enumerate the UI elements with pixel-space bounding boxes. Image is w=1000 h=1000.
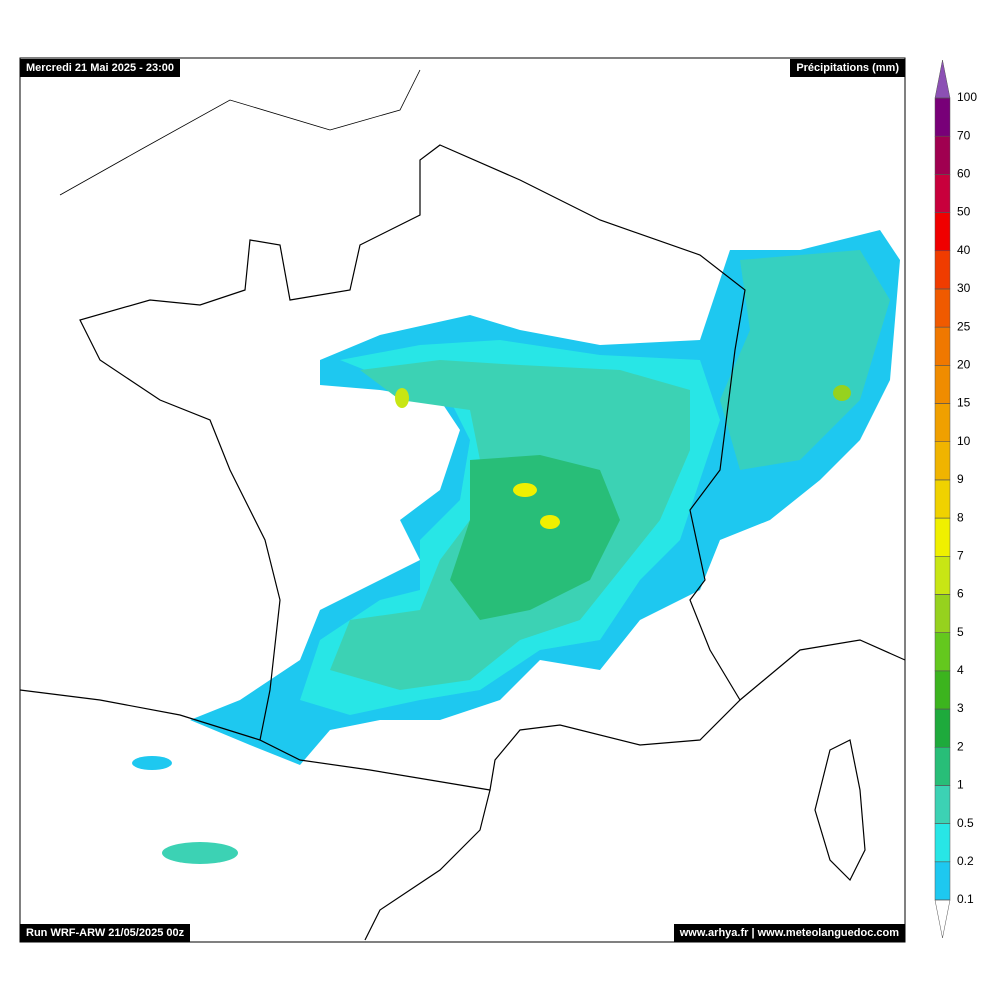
color-step bbox=[934, 365, 951, 404]
france-outline bbox=[79, 144, 746, 791]
italy-coast bbox=[739, 639, 906, 701]
rain-peak bbox=[395, 388, 409, 408]
color-step bbox=[934, 212, 951, 252]
legend-label: 4 bbox=[957, 663, 964, 677]
legend-label: 50 bbox=[957, 205, 971, 219]
color-step bbox=[934, 441, 951, 481]
spain-coast bbox=[19, 689, 261, 741]
date-label: Mercredi 21 Mai 2025 - 23:00 bbox=[20, 59, 180, 77]
corsica bbox=[814, 739, 866, 882]
legend-label: 100 bbox=[957, 90, 977, 104]
color-step bbox=[934, 97, 951, 137]
legend-label: 3 bbox=[957, 701, 964, 715]
color-step bbox=[934, 288, 951, 328]
precipitation bbox=[132, 230, 900, 864]
color-step bbox=[934, 250, 951, 290]
rain-peak bbox=[540, 515, 560, 529]
legend-label: 9 bbox=[957, 472, 964, 486]
legend-label: 20 bbox=[957, 358, 971, 372]
color-step bbox=[934, 746, 951, 786]
legend-label: 40 bbox=[957, 243, 971, 257]
rain-area bbox=[162, 842, 238, 864]
color-step bbox=[934, 594, 951, 633]
legend-label: 2 bbox=[957, 739, 964, 753]
variable-label: Précipitations (mm) bbox=[790, 59, 905, 77]
legend-label: 6 bbox=[957, 587, 964, 601]
coastlines bbox=[19, 69, 906, 941]
legend-label: 25 bbox=[957, 319, 971, 333]
rain-area bbox=[132, 756, 172, 770]
legend-label: 10 bbox=[957, 434, 971, 448]
legend-label: 8 bbox=[957, 510, 964, 524]
legend-label: 30 bbox=[957, 281, 971, 295]
rain-peak bbox=[513, 483, 537, 497]
legend-label: 0.1 bbox=[957, 892, 974, 906]
legend-label: 7 bbox=[957, 548, 964, 562]
color-step bbox=[934, 174, 951, 213]
over-triangle bbox=[934, 59, 951, 99]
spain-coast bbox=[364, 789, 491, 941]
legend-label: 60 bbox=[957, 167, 971, 181]
legend-label: 15 bbox=[957, 396, 971, 410]
source-label: www.arhya.fr | www.meteolanguedoc.com bbox=[673, 924, 905, 942]
england-coast bbox=[59, 69, 421, 196]
color-step bbox=[934, 517, 951, 557]
color-step bbox=[934, 861, 951, 901]
color-step bbox=[934, 632, 951, 672]
rain-peak bbox=[833, 385, 851, 401]
color-step bbox=[934, 135, 951, 175]
legend-label: 1 bbox=[957, 778, 964, 792]
legend-label: 5 bbox=[957, 625, 964, 639]
run-label: Run WRF-ARW 21/05/2025 00z bbox=[20, 924, 191, 942]
color-step bbox=[934, 326, 951, 366]
under-triangle bbox=[934, 899, 951, 939]
legend-label: 0.2 bbox=[957, 854, 974, 868]
colorbar: 0.1 0.2 0.5 1 2 3 4 5 6 7 8 9 10 15 20 25 30 40 50 60 70 100 bbox=[934, 59, 977, 939]
rain-area bbox=[450, 455, 620, 620]
color-step bbox=[934, 670, 951, 710]
color-step bbox=[934, 556, 951, 595]
legend-label: 0.5 bbox=[957, 816, 974, 830]
color-step bbox=[934, 708, 951, 748]
rain-area bbox=[720, 250, 890, 470]
color-step bbox=[934, 785, 951, 824]
color-step bbox=[934, 479, 951, 519]
color-step bbox=[934, 823, 951, 863]
legend-label: 70 bbox=[957, 128, 971, 142]
color-step bbox=[934, 403, 951, 442]
